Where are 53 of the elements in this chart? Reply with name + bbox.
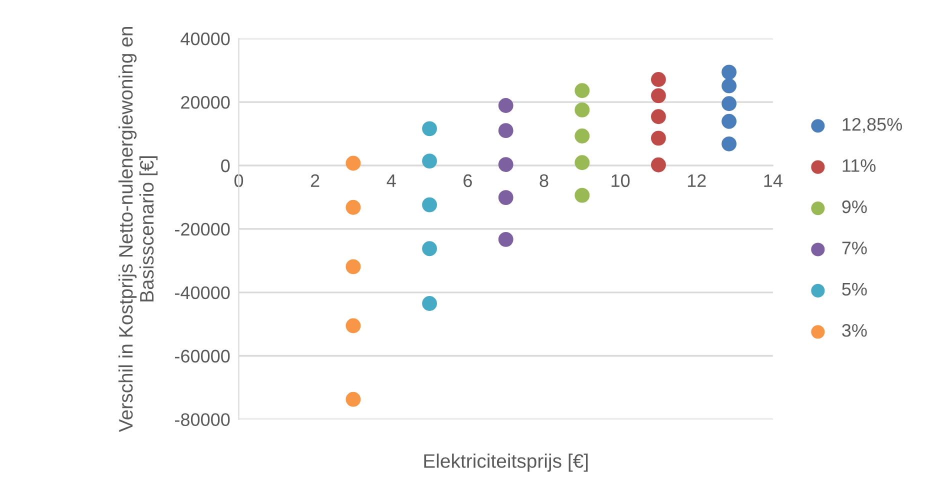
point — [346, 318, 361, 334]
legend-label: 5% — [842, 282, 867, 296]
point — [651, 109, 666, 124]
point — [498, 123, 514, 138]
point — [651, 157, 666, 172]
legend-label: 7% — [842, 242, 867, 254]
point — [574, 102, 590, 118]
point — [498, 98, 514, 113]
x-tick-label: 8 — [540, 174, 548, 188]
point — [422, 121, 437, 136]
legend-label: 11% — [842, 159, 876, 172]
point — [346, 156, 361, 171]
x-tick-label: 0 — [234, 174, 244, 188]
x-tick-label: 14 — [764, 174, 782, 187]
point — [574, 128, 590, 144]
point — [722, 136, 737, 152]
y-tick-label: -40000 — [175, 286, 230, 300]
x-tick-label: 6 — [464, 174, 472, 188]
point — [422, 241, 437, 256]
point — [498, 190, 514, 205]
point — [422, 197, 437, 212]
point — [651, 130, 666, 146]
point — [422, 154, 437, 169]
point — [422, 296, 437, 311]
x-tick-label: 12 — [688, 174, 706, 187]
x-axis-title: Elektriciteitsprijs [€] — [424, 454, 588, 472]
point — [346, 392, 361, 407]
y-tick-label: 40000 — [180, 32, 230, 46]
point — [574, 83, 590, 98]
point — [574, 188, 590, 203]
point — [346, 200, 361, 215]
y-tick-label: -60000 — [175, 350, 230, 363]
y-axis-title: Verschil in Kostprijs Netto-nulenergiewoning en Basisscenario [€] — [118, 27, 158, 432]
y-tick-label: 20000 — [181, 96, 230, 109]
point — [651, 72, 666, 87]
y-tick-label: 0 — [221, 159, 230, 172]
legend-label: 3% — [842, 324, 867, 337]
x-tick-label: 10 — [612, 174, 630, 188]
point — [498, 232, 514, 247]
point — [722, 78, 737, 94]
point — [722, 64, 737, 80]
point — [651, 88, 666, 104]
legend-label: 12,85% — [842, 118, 902, 133]
x-tick-label: 2 — [310, 174, 320, 187]
legend-label: 9% — [842, 200, 867, 214]
point — [722, 114, 737, 129]
y-tick-label: -20000 — [175, 222, 230, 236]
point — [574, 155, 590, 170]
y-tick-label: -80000 — [175, 413, 230, 426]
point — [498, 157, 514, 172]
x-tick-label: 4 — [386, 174, 396, 187]
point — [346, 259, 361, 274]
point — [722, 96, 737, 112]
